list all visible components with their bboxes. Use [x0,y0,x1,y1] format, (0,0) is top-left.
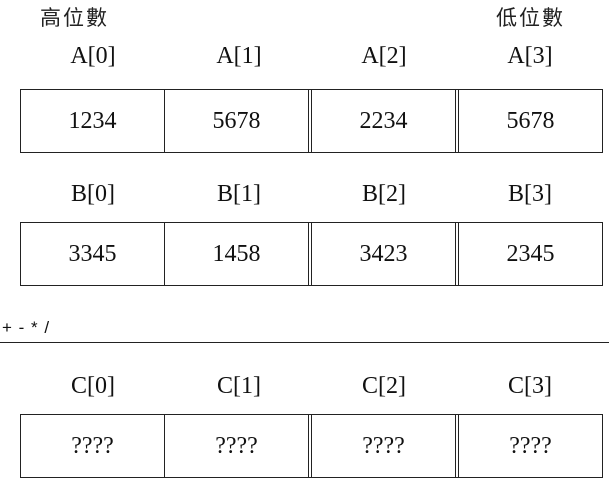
high-order-label: 高位數 [40,6,109,30]
array-c-row: ???? ???? ???? ???? [20,414,603,478]
a0-label: A[0] [70,43,116,69]
b2-cell: 3423 [312,223,459,285]
a3-label: A[3] [507,43,553,69]
array-b-row: 3345 1458 3423 2345 [20,222,603,286]
a2-cell: 2234 [312,90,459,152]
a1-label: A[1] [216,43,262,69]
b0-cell: 3345 [21,223,165,285]
c1-cell: ???? [165,415,312,477]
c2-label: C[2] [362,373,406,399]
a2-label: A[2] [361,43,407,69]
c0-cell: ???? [21,415,165,477]
a0-cell: 1234 [21,90,165,152]
low-order-label: 低位數 [496,6,565,30]
c1-label: C[1] [217,373,261,399]
c3-cell: ???? [509,432,552,459]
b1-cell: 1458 [165,223,312,285]
b2-label: B[2] [362,181,406,207]
b3-label: B[3] [508,181,552,207]
c0-label: C[0] [71,373,115,399]
b3-cell: 2345 [506,240,555,267]
a1-cell: 5678 [165,90,312,152]
operators-label: + - * / [2,318,51,337]
b0-label: B[0] [71,181,115,207]
b1-label: B[1] [217,181,261,207]
array-a-row: 1234 5678 2234 5678 [20,89,603,153]
c3-label: C[3] [508,373,552,399]
a3-cell: 5678 [506,107,555,134]
c2-cell: ???? [312,415,459,477]
divider-line [0,342,609,343]
